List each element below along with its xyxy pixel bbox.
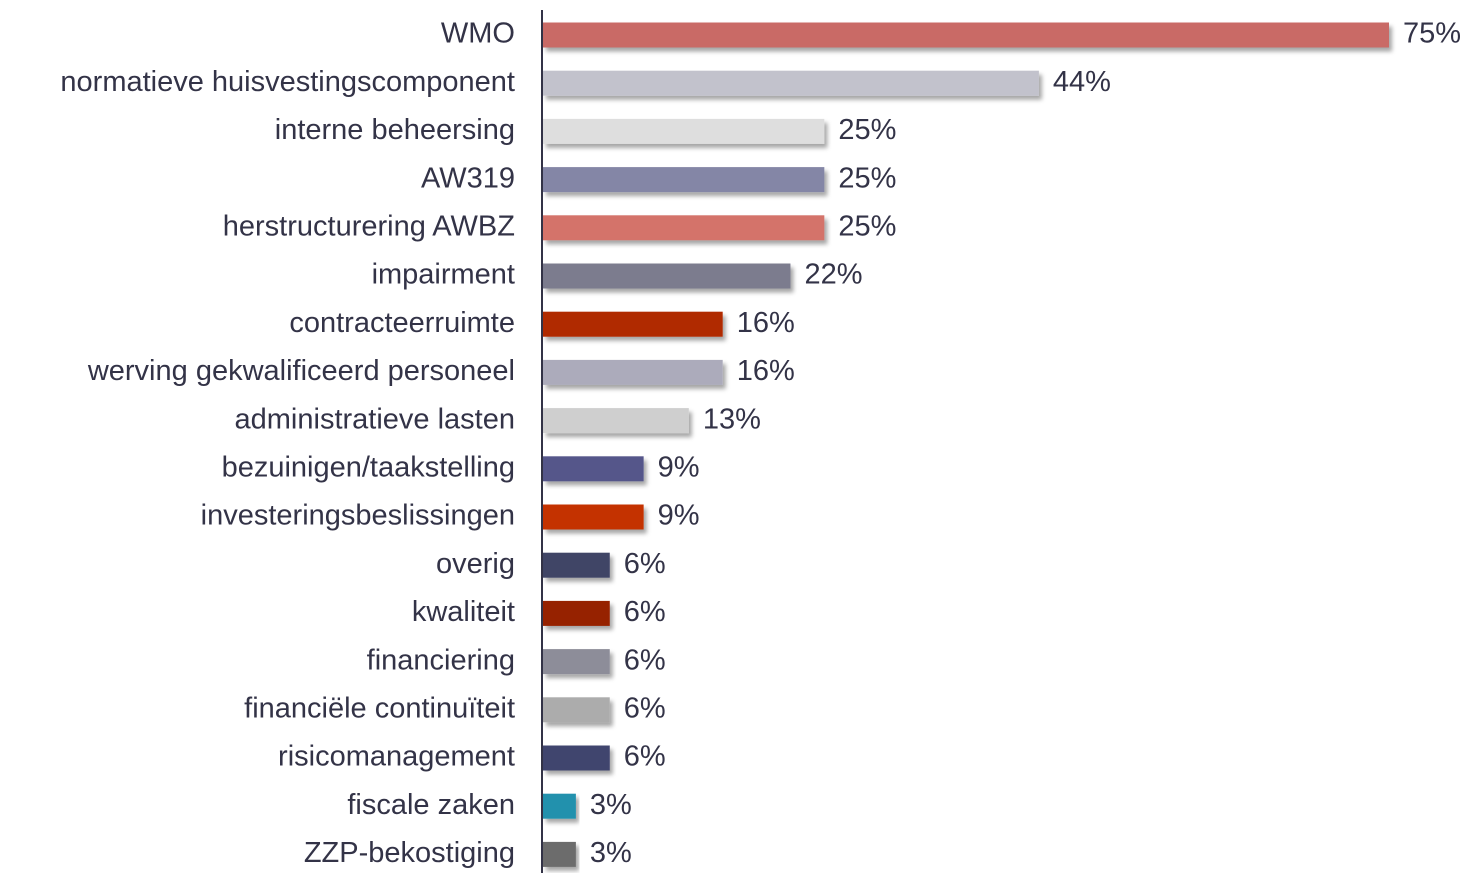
value-label: 6% [624,596,666,628]
bar [543,793,576,819]
value-label: 16% [737,355,795,387]
bar [543,22,1389,48]
value-label: 6% [624,741,666,773]
value-label: 9% [658,500,700,532]
category-label: ZZP-bekostiging [304,837,515,869]
bar [543,745,610,771]
category-label: overig [436,548,515,580]
category-label: investeringsbeslissingen [201,500,515,532]
value-label: 25% [838,114,896,146]
category-label: kwaliteit [412,596,515,628]
category-label: financiële continuïteit [244,692,515,724]
value-label: 3% [590,837,632,869]
bar [543,456,644,482]
bar [543,118,825,144]
bar [543,552,610,578]
value-label: 9% [658,451,700,483]
value-label: 25% [838,162,896,194]
value-label: 22% [804,259,862,291]
value-label: 44% [1053,66,1111,98]
value-label: 6% [624,644,666,676]
category-label: administratieve lasten [235,403,515,435]
value-label: 16% [737,307,795,339]
category-label: herstructurering AWBZ [223,210,515,242]
bar [543,70,1039,96]
bar [543,841,576,867]
bar [543,167,825,193]
value-label: 3% [590,789,632,821]
bar [543,408,689,434]
bar [543,311,723,337]
category-label: impairment [372,259,515,291]
category-label: financiering [367,644,515,676]
category-label: WMO [441,18,515,50]
bar [543,649,610,675]
bar [543,263,791,289]
category-label: bezuinigen/taakstelling [222,451,515,483]
value-label: 25% [838,210,896,242]
value-label: 6% [624,692,666,724]
category-label: contracteerruimte [289,307,515,339]
category-label: fiscale zaken [347,789,515,821]
category-label: interne beheersing [275,114,515,146]
bar [543,697,610,723]
category-label: AW319 [421,162,515,194]
value-label: 13% [703,403,761,435]
category-label: normatieve huisvestingscomponent [60,66,515,98]
value-label: 75% [1403,18,1461,50]
value-label: 6% [624,548,666,580]
category-label: werving gekwalificeerd personeel [87,355,515,387]
bar [543,359,723,385]
category-label: risicomanagement [278,741,515,773]
bar [543,504,644,530]
bar [543,215,825,241]
bar [543,600,610,626]
